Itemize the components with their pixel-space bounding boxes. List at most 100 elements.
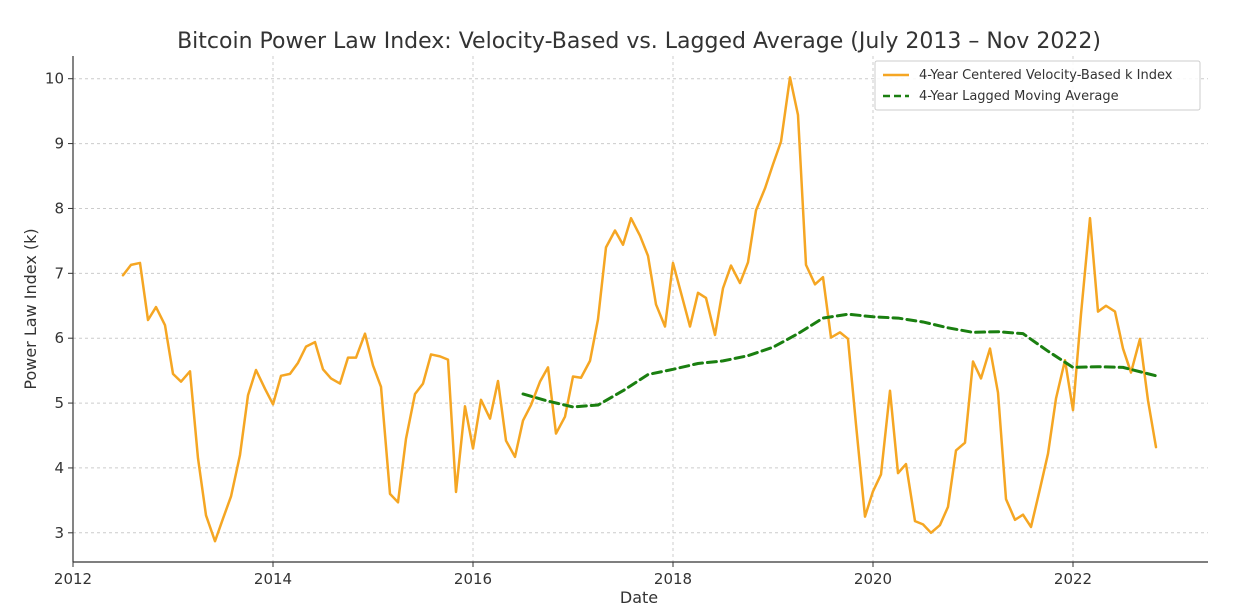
data-point [1047, 350, 1049, 352]
y-tick-label: 9 [54, 135, 64, 153]
data-point [855, 423, 857, 425]
data-point [280, 375, 282, 377]
data-point [705, 297, 707, 299]
data-point [672, 262, 674, 264]
data-point [805, 264, 807, 266]
data-point [1014, 519, 1016, 521]
data-point [597, 404, 599, 406]
data-point [455, 491, 457, 493]
data-point [872, 316, 874, 318]
data-point [680, 292, 682, 294]
data-point [189, 370, 191, 372]
data-point [489, 417, 491, 419]
data-point [672, 368, 674, 370]
data-point [597, 318, 599, 320]
data-point [914, 520, 916, 522]
data-point [497, 380, 499, 382]
y-tick-label: 8 [54, 199, 64, 217]
data-point [789, 76, 791, 78]
data-point [739, 282, 741, 284]
data-point [464, 405, 466, 407]
data-point [1039, 487, 1041, 489]
data-point [447, 358, 449, 360]
data-point [897, 317, 899, 319]
y-axis-ticks: 3 4 5 6 7 8 9 10 [45, 70, 73, 542]
data-point [405, 438, 407, 440]
data-point [255, 369, 257, 371]
data-point [755, 209, 757, 211]
data-point [947, 506, 949, 508]
data-point [439, 355, 441, 357]
data-point [172, 373, 174, 375]
legend: 4-Year Centered Velocity-Based k Index 4… [874, 60, 1201, 111]
data-point [1080, 313, 1082, 315]
data-point [997, 391, 999, 393]
y-tick-label: 7 [54, 264, 64, 282]
data-point [714, 334, 716, 336]
series-velocity-line [121, 76, 1158, 543]
data-point [989, 347, 991, 349]
data-point [897, 472, 899, 474]
data-point [547, 366, 549, 368]
data-point [222, 517, 224, 519]
data-point [305, 345, 307, 347]
x-tick-label: 2018 [654, 570, 692, 588]
data-point [1072, 409, 1074, 411]
data-point [564, 415, 566, 417]
data-point [1022, 513, 1024, 515]
series-lagged-line [521, 312, 1158, 409]
data-point [397, 501, 399, 503]
data-point [630, 217, 632, 219]
data-point [155, 306, 157, 308]
data-point [1047, 452, 1049, 454]
data-point [347, 356, 349, 358]
y-tick-label: 3 [54, 524, 64, 542]
data-point [205, 514, 207, 516]
data-point [414, 393, 416, 395]
chart-title: Bitcoin Power Law Index: Velocity-Based … [177, 29, 1101, 54]
legend-box [874, 60, 1201, 111]
data-point [964, 441, 966, 443]
data-point [939, 524, 941, 526]
data-point [330, 377, 332, 379]
y-tick-label: 10 [45, 70, 64, 88]
data-point [689, 325, 691, 327]
data-point [730, 264, 732, 266]
data-point [297, 362, 299, 364]
data-point [822, 276, 824, 278]
data-point [364, 332, 366, 334]
data-point [239, 454, 241, 456]
data-point [980, 377, 982, 379]
data-point [1005, 498, 1007, 500]
data-point [722, 360, 724, 362]
data-point [797, 114, 799, 116]
x-axis-label: Date [620, 588, 658, 607]
data-point [1097, 310, 1099, 312]
data-point [972, 360, 974, 362]
data-point [514, 456, 516, 458]
data-point [555, 432, 557, 434]
data-point [764, 187, 766, 189]
y-tick-label: 6 [54, 329, 64, 347]
data-point [1072, 366, 1074, 368]
data-point [539, 380, 541, 382]
data-point [1022, 332, 1024, 334]
data-point [1097, 366, 1099, 368]
data-point [505, 439, 507, 441]
data-point [889, 390, 891, 392]
data-point [1147, 399, 1149, 401]
x-tick-label: 2012 [54, 570, 92, 588]
data-point [272, 403, 274, 405]
data-point [1030, 526, 1032, 528]
data-point [797, 332, 799, 334]
data-point [572, 406, 574, 408]
legend-label-lagged: 4-Year Lagged Moving Average [919, 89, 1119, 104]
series-velocity-group [121, 76, 1158, 543]
x-tick-label: 2016 [454, 570, 492, 588]
data-point [197, 457, 199, 459]
data-point [322, 368, 324, 370]
data-point [314, 341, 316, 343]
data-point [872, 490, 874, 492]
data-point [947, 327, 949, 329]
